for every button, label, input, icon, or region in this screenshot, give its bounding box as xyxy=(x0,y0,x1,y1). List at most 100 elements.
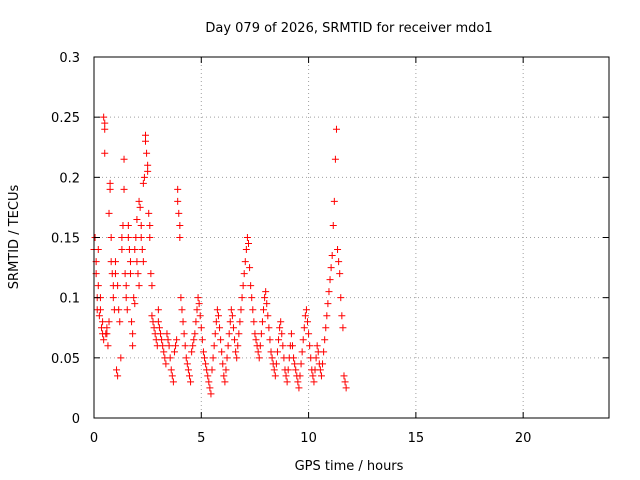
data-point xyxy=(268,354,276,362)
data-point xyxy=(222,366,230,374)
data-point xyxy=(126,270,134,278)
data-point xyxy=(139,258,147,266)
data-point xyxy=(122,294,130,302)
data-point xyxy=(209,354,217,362)
data-point xyxy=(251,330,259,338)
data-point xyxy=(118,246,126,254)
data-point xyxy=(224,342,232,350)
y-tick-labels: 0 0.05 0.1 0.15 0.2 0.25 0.3 xyxy=(51,51,80,427)
data-point xyxy=(226,318,234,326)
data-point xyxy=(174,185,182,193)
data-point xyxy=(94,282,102,290)
x-tick-label: 20 xyxy=(515,431,532,446)
data-point xyxy=(337,294,345,302)
data-point xyxy=(106,185,114,193)
data-point xyxy=(239,282,247,290)
data-point xyxy=(208,366,216,374)
data-point xyxy=(246,264,254,272)
data-point xyxy=(220,372,228,380)
data-point xyxy=(323,312,331,320)
data-point xyxy=(276,324,284,332)
data-point xyxy=(115,306,123,314)
data-point xyxy=(164,336,172,344)
plot-frame xyxy=(93,56,610,419)
data-point xyxy=(299,336,307,344)
data-point xyxy=(137,234,145,241)
data-point xyxy=(103,324,111,332)
data-point xyxy=(214,312,222,320)
data-point xyxy=(216,324,224,332)
data-point xyxy=(312,354,320,362)
data-point xyxy=(204,372,212,380)
data-point xyxy=(129,330,137,338)
data-point xyxy=(135,197,143,205)
data-point xyxy=(271,372,279,380)
data-point xyxy=(205,378,213,386)
data-point xyxy=(324,300,332,308)
data-point xyxy=(300,324,308,332)
data-point xyxy=(136,203,144,211)
data-point xyxy=(111,270,119,278)
data-point xyxy=(192,318,200,326)
data-point xyxy=(105,209,113,217)
data-point xyxy=(180,330,188,338)
data-point xyxy=(190,336,198,344)
data-point xyxy=(187,378,195,386)
data-point xyxy=(288,342,296,350)
data-point xyxy=(292,366,300,374)
data-point xyxy=(179,318,187,326)
data-point xyxy=(228,312,236,320)
x-tick-labels: 0 5 10 15 20 xyxy=(90,431,532,446)
data-point xyxy=(129,342,137,350)
data-point xyxy=(287,330,295,338)
data-point xyxy=(229,324,237,332)
data-point xyxy=(338,312,346,320)
data-point xyxy=(106,179,114,187)
axis-ticks xyxy=(93,56,609,419)
data-point xyxy=(325,288,333,296)
data-point xyxy=(198,336,206,344)
data-point xyxy=(172,342,180,350)
data-point xyxy=(275,336,283,344)
data-point xyxy=(252,336,260,344)
data-point xyxy=(197,324,205,332)
data-point xyxy=(296,372,304,380)
data-point xyxy=(182,354,190,362)
data-point xyxy=(263,300,271,308)
data-point xyxy=(262,288,270,296)
data-point xyxy=(124,234,132,241)
x-tick-label: 0 xyxy=(90,431,98,446)
data-point xyxy=(342,384,350,392)
data-point xyxy=(250,318,258,326)
y-tick-label: 0 xyxy=(72,412,80,427)
data-point xyxy=(291,360,299,368)
data-point xyxy=(248,294,256,302)
data-point xyxy=(298,348,306,356)
data-point xyxy=(319,360,327,368)
data-point xyxy=(301,312,309,320)
data-point xyxy=(247,282,255,290)
data-point xyxy=(169,378,177,386)
data-point xyxy=(159,342,167,350)
data-point xyxy=(238,294,246,302)
data-point xyxy=(155,324,163,332)
data-point xyxy=(120,185,128,193)
data-point xyxy=(144,167,152,175)
data-point xyxy=(279,342,287,350)
x-tick-label: 5 xyxy=(197,431,205,446)
data-point xyxy=(225,330,233,338)
data-point xyxy=(255,354,263,362)
data-point xyxy=(258,318,266,326)
y-axis-label: SRMTID / TECUs xyxy=(7,185,22,290)
data-point xyxy=(310,378,318,386)
data-point xyxy=(166,354,174,362)
data-point xyxy=(103,330,111,338)
data-point xyxy=(148,282,156,290)
y-tick-label: 0.05 xyxy=(51,352,80,367)
data-point xyxy=(207,390,215,398)
y-tick-label: 0.3 xyxy=(59,51,80,66)
data-point xyxy=(188,348,196,356)
data-point xyxy=(104,342,112,350)
data-point xyxy=(114,372,122,380)
data-point xyxy=(177,294,185,302)
